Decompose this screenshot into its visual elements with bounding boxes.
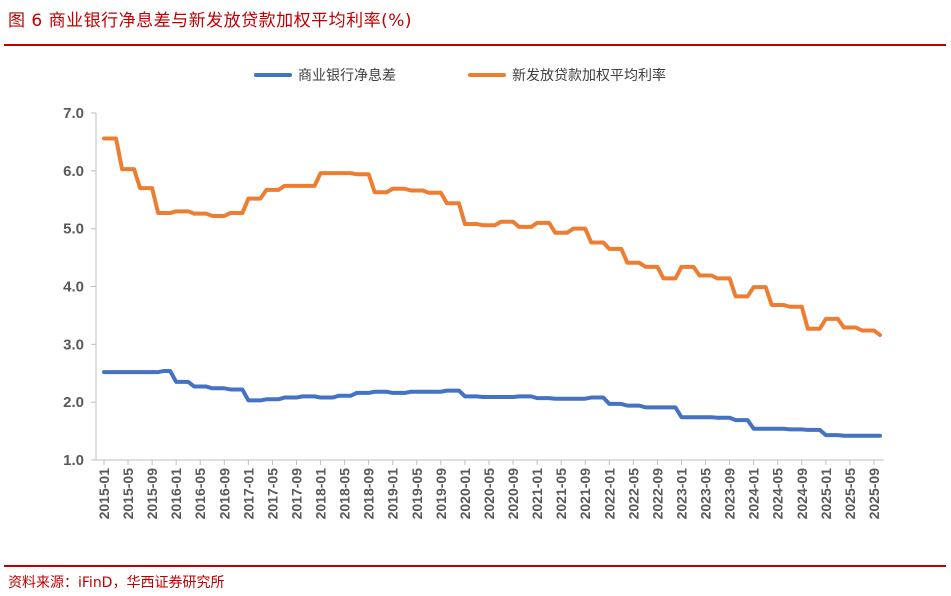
x-tick-label: 2018-09 xyxy=(361,468,377,520)
x-tick-label: 2022-01 xyxy=(601,468,617,520)
x-tick-label: 2022-05 xyxy=(625,468,641,520)
source-note: 资料来源：iFinD，华西证券研究所 xyxy=(8,575,225,591)
figure-title: 图 6 商业银行净息差与新发放贷款加权平均利率(%) xyxy=(8,11,413,31)
legend-label-0: 商业银行净息差 xyxy=(298,67,396,84)
y-tick-label: 1.0 xyxy=(63,452,84,469)
top-divider xyxy=(4,44,946,46)
x-tick-label: 2020-01 xyxy=(457,468,473,520)
x-tick-label: 2021-05 xyxy=(553,468,569,520)
chart-series xyxy=(102,136,882,438)
x-tick-label: 2016-01 xyxy=(168,468,184,520)
x-tick-label: 2017-05 xyxy=(264,468,280,520)
y-tick-label: 4.0 xyxy=(63,279,84,296)
x-tick-label: 2025-05 xyxy=(842,468,858,520)
x-tick-label: 2015-05 xyxy=(120,468,136,520)
x-tick-label: 2017-01 xyxy=(240,468,256,520)
x-tick-label: 2024-05 xyxy=(770,468,786,520)
x-tick-label: 2019-09 xyxy=(433,468,449,520)
x-tick-label: 2025-01 xyxy=(818,468,834,520)
bottom-divider xyxy=(4,565,946,567)
x-tick-label: 2024-01 xyxy=(746,468,762,520)
x-tick-label: 2024-09 xyxy=(794,468,810,520)
legend-label-1: 新发放贷款加权平均利率 xyxy=(512,67,666,84)
x-tick-label: 2019-05 xyxy=(409,468,425,520)
x-tick-label: 2016-05 xyxy=(192,468,208,520)
x-tick-label: 2016-09 xyxy=(216,468,232,520)
x-tick-label: 2015-09 xyxy=(144,468,160,520)
x-tick-label: 2017-09 xyxy=(288,468,304,520)
series-line-0 xyxy=(102,368,882,438)
chart-axes: 1.0 2.0 3.0 4.0 5.0 6.0 7.0 2015-01 2015-05 2015-… xyxy=(63,105,884,519)
x-tick-label: 2021-01 xyxy=(529,468,545,520)
x-tick-label: 2023-01 xyxy=(673,468,689,520)
x-tick-label: 2020-09 xyxy=(505,468,521,520)
x-tick-label: 2015-01 xyxy=(96,468,112,520)
x-tick-label: 2020-05 xyxy=(481,468,497,520)
x-tick-label: 2023-05 xyxy=(698,468,714,520)
series-line-1 xyxy=(102,136,882,338)
y-tick-label: 2.0 xyxy=(63,394,84,411)
chart-legend: 商业银行净息差 新发放贷款加权平均利率 xyxy=(254,67,666,84)
y-tick-label: 3.0 xyxy=(63,336,84,353)
x-tick-label: 2021-09 xyxy=(577,468,593,520)
x-tick-label: 2022-09 xyxy=(649,468,665,520)
x-tick-label: 2025-09 xyxy=(866,468,882,520)
y-tick-label: 7.0 xyxy=(63,105,84,122)
y-tick-label: 6.0 xyxy=(63,163,84,180)
x-tick-label: 2018-05 xyxy=(337,468,353,520)
x-tick-label: 2023-09 xyxy=(722,468,738,520)
x-tick-label: 2018-01 xyxy=(313,468,329,520)
y-tick-label: 5.0 xyxy=(63,221,84,238)
x-tick-label: 2019-01 xyxy=(385,468,401,520)
